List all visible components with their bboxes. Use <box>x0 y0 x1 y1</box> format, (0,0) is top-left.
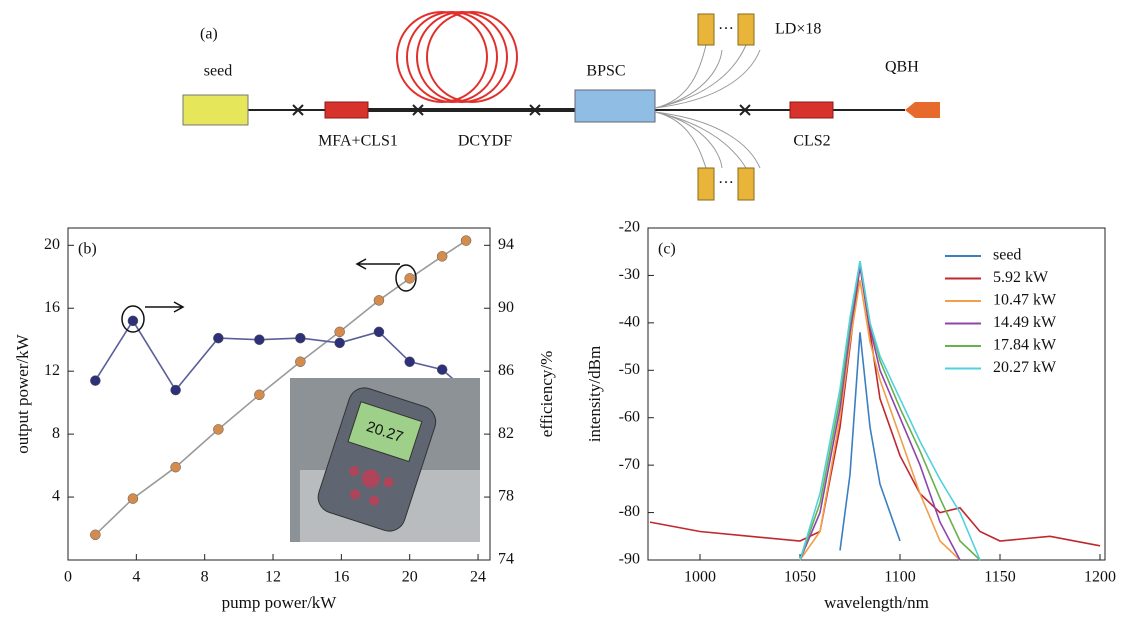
spectrum-line <box>799 280 961 561</box>
data-point <box>404 273 415 284</box>
data-point <box>404 356 415 367</box>
combiner-box <box>574 89 656 123</box>
meter: 20.27 <box>317 387 437 532</box>
data-point <box>460 235 472 246</box>
setup-diagram: (a) seed MFA+CLS1 DCYDF BPSC ··· ··· LD×… <box>182 11 940 201</box>
x-tick-label: 1200 <box>1084 569 1116 586</box>
y-axis-title: output power/kW <box>13 333 32 453</box>
data-point <box>213 332 224 344</box>
pump-fibers <box>654 44 761 169</box>
y-tick-label: 16 <box>44 299 60 316</box>
y-tick-label: -60 <box>619 408 640 425</box>
data-point <box>90 375 101 386</box>
annotations <box>121 258 417 333</box>
stripper-label: CLS2 <box>793 133 830 150</box>
plot-frame <box>647 227 1106 561</box>
data-point <box>436 364 448 375</box>
y2-axis-title: efficiency/% <box>537 351 556 438</box>
y-tick-label: -70 <box>619 456 640 473</box>
y-tick-label: 4 <box>52 488 60 505</box>
y2-tick-label: 82 <box>498 425 514 442</box>
pump-gap: ··· <box>718 21 734 38</box>
y2-tick-label: 90 <box>498 299 514 316</box>
y2-tick-label: 74 <box>498 551 514 568</box>
legend-label: seed <box>993 247 1021 264</box>
data-point <box>170 384 181 396</box>
chart-panel: 1000 1050 1100 1150 1200 -90 -80 -70 -60 -50 -40 -3… <box>585 219 1116 612</box>
y-tick-label: -30 <box>619 266 640 283</box>
data-point <box>373 295 385 306</box>
data-point <box>213 424 224 435</box>
seed-box <box>182 94 249 126</box>
pump-gap: ··· <box>718 175 734 192</box>
legend-label: 17.84 kW <box>993 337 1057 354</box>
output-head <box>905 102 940 118</box>
panel-label: (a) <box>200 26 218 43</box>
output-label: QBH <box>885 59 919 76</box>
data-point <box>295 356 306 367</box>
y-tick-label: 8 <box>52 425 60 442</box>
data-point <box>170 461 181 473</box>
spectrum-line <box>839 332 901 551</box>
pump-diodes <box>697 13 755 201</box>
x-tick-label: 1150 <box>984 569 1015 586</box>
x-tick-label: 20 <box>402 569 418 586</box>
x-tick-label: 0 <box>64 569 72 586</box>
amp-box <box>324 101 369 119</box>
panel-label: (b) <box>78 241 97 258</box>
panel-label: (c) <box>658 241 676 258</box>
data-point <box>436 251 448 262</box>
y-tick-label: -20 <box>619 219 640 236</box>
x-tick-label: 1050 <box>784 569 816 586</box>
data-point <box>254 334 265 345</box>
stripper-box <box>789 101 834 119</box>
data-point <box>127 315 139 327</box>
spectrum-line <box>799 261 981 561</box>
x-tick-label: 8 <box>201 569 209 586</box>
data-point <box>254 389 265 401</box>
inset-photo: 20.27 <box>290 378 480 542</box>
splices <box>292 104 751 116</box>
data-point <box>373 326 385 338</box>
amp-label: MFA+CLS1 <box>318 133 398 150</box>
plot-frame <box>67 227 491 561</box>
x-tick-label: 1000 <box>684 569 716 586</box>
y-tick-label: -80 <box>619 503 640 520</box>
x-tick-label: 4 <box>132 569 140 586</box>
spectrum-line <box>649 265 1101 547</box>
data-point <box>295 332 306 344</box>
y-axis-title: intensity/dBm <box>585 346 604 442</box>
y-tick-label: 12 <box>44 362 60 379</box>
x-tick-label: 24 <box>470 569 486 586</box>
data-point <box>127 493 139 504</box>
data-point <box>334 326 345 338</box>
y-tick-label: 20 <box>44 236 60 253</box>
x-tick-label: 16 <box>333 569 349 586</box>
y-tick-label: -90 <box>619 551 640 568</box>
y2-tick-label: 94 <box>498 236 514 253</box>
fiber-coil <box>396 11 518 103</box>
y-tick-label: -50 <box>619 361 640 378</box>
legend-label: 10.47 kW <box>993 292 1057 309</box>
y2-tick-label: 78 <box>498 488 514 505</box>
x-axis-title: pump power/kW <box>222 593 338 612</box>
pump-label: LD×18 <box>775 21 821 38</box>
legend-label: 5.92 kW <box>993 269 1049 286</box>
fiber-label: DCYDF <box>458 133 512 150</box>
combiner-label: BPSC <box>586 63 625 80</box>
seed-label: seed <box>204 63 232 80</box>
x-tick-label: 12 <box>265 569 281 586</box>
y-tick-label: -40 <box>619 314 640 331</box>
legend-label: 14.49 kW <box>993 314 1057 331</box>
x-tick-label: 1100 <box>884 569 915 586</box>
x-axis-title: wavelength/nm <box>824 593 929 612</box>
y2-tick-label: 86 <box>498 362 514 379</box>
legend-label: 20.27 kW <box>993 359 1057 376</box>
spectrum-line <box>799 265 961 561</box>
data-point <box>90 529 101 541</box>
data-point <box>334 337 345 349</box>
